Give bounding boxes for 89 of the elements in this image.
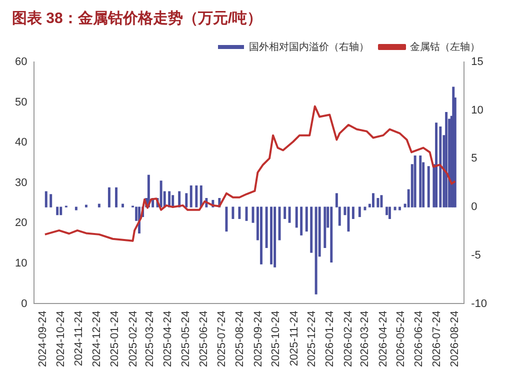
bar <box>44 191 48 208</box>
bar <box>300 206 303 236</box>
bar <box>274 206 276 268</box>
bar <box>195 185 198 208</box>
y2-tick-label: -10 <box>471 298 488 310</box>
y2-tick-label: 15 <box>471 56 484 68</box>
bar <box>225 206 228 232</box>
bar <box>435 122 438 208</box>
chart-title: 图表 38：金属钴价格走势（万元/吨） <box>12 10 262 28</box>
x-tick-label: 2026-03-24 <box>359 310 372 368</box>
bar <box>386 206 388 216</box>
x-tick-label: 2025-12-24 <box>306 310 318 368</box>
bar <box>305 206 308 232</box>
bar <box>439 126 442 208</box>
y-tick-label: 50 <box>14 96 28 108</box>
bar <box>265 206 268 248</box>
y-tick-label: 40 <box>14 136 28 149</box>
y-tick-label: 30 <box>14 176 28 189</box>
bar <box>260 206 262 264</box>
x-tick-label: 2026-02-24 <box>342 310 355 368</box>
bar <box>364 206 366 210</box>
bar <box>190 185 192 208</box>
bar <box>238 206 241 219</box>
bar <box>278 206 281 240</box>
bar <box>115 187 118 208</box>
x-tick-label: 2024-09-24 <box>37 310 50 368</box>
x-tick-label: 2025-10-24 <box>270 310 282 368</box>
bar <box>347 206 350 232</box>
bar <box>445 112 448 208</box>
legend-label: 国外相对国内溢价（右轴） <box>249 40 369 53</box>
bar <box>232 206 234 219</box>
y-tick-label: 20 <box>14 217 28 230</box>
bar <box>56 206 59 216</box>
bar <box>50 194 52 208</box>
bar <box>324 206 326 248</box>
bar <box>398 206 401 210</box>
bar <box>394 206 396 210</box>
bar <box>376 198 380 208</box>
y2-tick-label: 5 <box>471 152 478 165</box>
x-tick-label: 2024-10-24 <box>54 310 67 368</box>
x-tick-label: 2026-05-24 <box>394 310 407 368</box>
x-tick-label: 2026-04-24 <box>377 310 390 368</box>
x-tick-label: 2025-01-24 <box>109 310 122 368</box>
x-tick-label: 2026-07-24 <box>430 310 443 368</box>
y-tick-label: 0 <box>21 298 28 310</box>
bar <box>270 206 272 264</box>
x-tick-label: 2025-03-24 <box>144 310 156 368</box>
bar <box>352 206 354 219</box>
x-tick-label: 2025-06-24 <box>198 310 210 368</box>
bar <box>108 187 110 208</box>
y-tick-label: 10 <box>14 257 28 270</box>
bar <box>427 166 430 208</box>
bar <box>185 193 188 208</box>
bar <box>380 195 383 208</box>
y2-tick-label: 0 <box>471 201 478 214</box>
bar <box>122 204 124 208</box>
bar <box>388 206 391 219</box>
x-tick-label: 2026-08-24 <box>449 310 462 368</box>
bar <box>314 206 318 294</box>
y2-tick-label: 10 <box>471 104 484 116</box>
x-tick-label: 2025-05-24 <box>180 310 192 368</box>
bar <box>372 193 374 208</box>
bar <box>310 206 313 253</box>
x-tick-label: 2025-02-24 <box>127 310 140 368</box>
bar <box>200 185 202 208</box>
bar <box>295 206 298 228</box>
bar <box>74 206 78 210</box>
x-tick-label: 2026-01-24 <box>324 310 336 368</box>
x-tick-label: 2025-08-24 <box>234 310 246 368</box>
bar <box>358 206 361 218</box>
bar <box>60 206 62 216</box>
bar <box>284 206 286 219</box>
bar <box>288 206 291 223</box>
y-tick-label: 60 <box>14 56 28 68</box>
x-tick-label: 2025-09-24 <box>252 310 264 368</box>
bar <box>414 155 416 208</box>
bar <box>330 206 333 262</box>
bar <box>98 204 100 208</box>
bar <box>84 204 88 208</box>
x-tick-label: 2025-04-24 <box>162 310 174 368</box>
legend-label: 金属钴（左轴） <box>410 40 480 53</box>
x-tick-label: 2025-11-24 <box>288 310 300 366</box>
x-tick-label: 2024-12-24 <box>90 310 103 368</box>
x-tick-label: 2025-07-24 <box>216 310 228 368</box>
bar <box>160 180 162 208</box>
x-tick-label: 2024-11-24 <box>73 310 86 366</box>
y2-tick-label: -5 <box>471 249 481 262</box>
bar <box>419 155 422 208</box>
x-tick-label: 2026-06-24 <box>413 310 426 368</box>
